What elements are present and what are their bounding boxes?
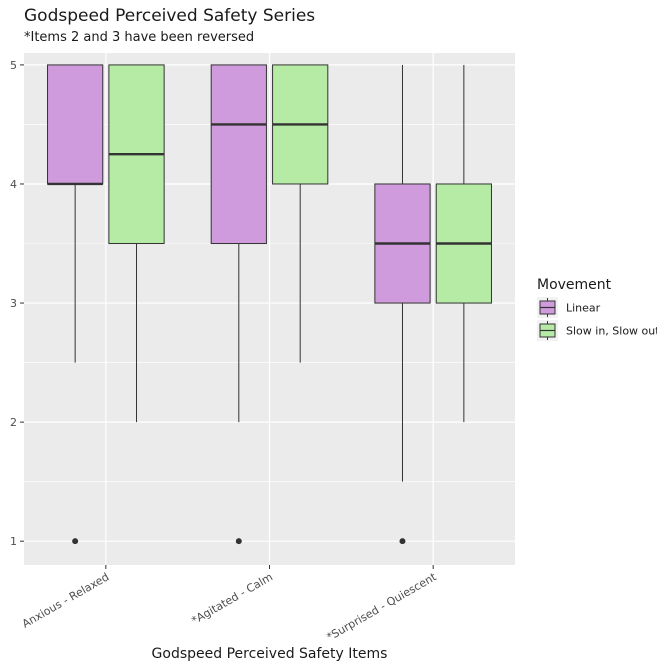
y-axis: 1 2 3 4 5 bbox=[10, 59, 24, 548]
box-group bbox=[47, 64, 104, 545]
x-tick-label: *Surprised - Quiescent bbox=[325, 570, 440, 644]
outlier-point bbox=[72, 538, 79, 545]
legend-title: Movement bbox=[537, 277, 612, 293]
box bbox=[47, 64, 104, 185]
outlier-point bbox=[235, 538, 242, 545]
box-group bbox=[108, 64, 165, 423]
box-group bbox=[272, 64, 329, 363]
legend-key bbox=[537, 297, 558, 318]
box-group bbox=[210, 64, 267, 545]
outlier-point bbox=[399, 538, 406, 545]
legend: Movement Linear Slow in, Slow out bbox=[537, 277, 657, 341]
chart-subtitle: *Items 2 and 3 have been reversed bbox=[24, 30, 254, 45]
y-tick-label: 3 bbox=[10, 297, 17, 310]
chart-title: Godspeed Perceived Safety Series bbox=[24, 6, 315, 26]
y-tick-label: 5 bbox=[10, 59, 17, 72]
y-tick-label: 1 bbox=[10, 535, 17, 548]
box-group bbox=[435, 64, 492, 423]
x-tick-label: *Agitated - Calm bbox=[189, 570, 275, 627]
y-tick-label: 2 bbox=[10, 416, 17, 429]
box bbox=[210, 64, 267, 245]
legend-label: Slow in, Slow out bbox=[566, 325, 657, 338]
box-group bbox=[374, 64, 431, 545]
y-tick-label: 4 bbox=[10, 178, 17, 191]
box-marks bbox=[47, 64, 492, 545]
x-tick-label: Anxious - Relaxed bbox=[20, 570, 111, 630]
x-axis: Anxious - Relaxed *Agitated - Calm *Surpri… bbox=[20, 565, 439, 644]
plot-panel bbox=[24, 53, 515, 565]
legend-label: Linear bbox=[566, 302, 601, 315]
x-axis-title: Godspeed Perceived Safety Items bbox=[152, 646, 388, 662]
legend-key bbox=[537, 320, 558, 341]
